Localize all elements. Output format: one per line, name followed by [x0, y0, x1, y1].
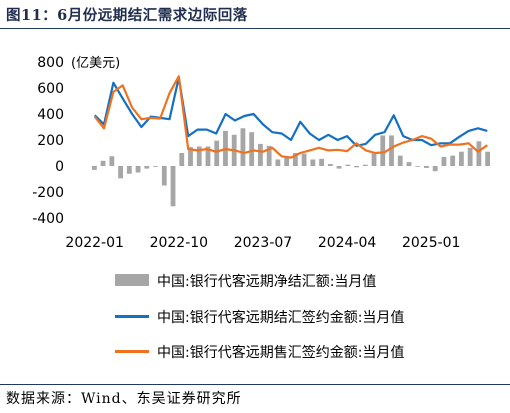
- y-tick-label: 600: [37, 81, 64, 97]
- bar: [126, 166, 132, 174]
- bar: [275, 159, 281, 166]
- bar: [135, 166, 141, 173]
- bar: [266, 145, 272, 166]
- bar: [354, 166, 359, 168]
- y-tick-label: -400: [32, 211, 64, 227]
- bar: [441, 156, 447, 166]
- x-tick-label: 2023-07: [234, 235, 293, 251]
- y-tick-label: 800: [37, 55, 64, 71]
- y-tick-label: -200: [32, 185, 64, 201]
- bar: [292, 153, 298, 166]
- y-tick-label: 400: [37, 107, 64, 123]
- bar: [362, 164, 368, 166]
- bar: [214, 140, 220, 166]
- bar: [397, 155, 403, 166]
- bar: [389, 135, 394, 166]
- legend-label: 中国:银行代客远期结汇签约金额:当月值: [157, 310, 405, 326]
- bar: [240, 128, 246, 166]
- bar: [459, 151, 464, 166]
- bar: [380, 135, 386, 166]
- source-note: 数据来源：Wind、东吴证券研究所: [6, 391, 242, 407]
- x-tick-label: 2025-01: [402, 235, 461, 251]
- bar: [179, 153, 185, 166]
- bar: [196, 146, 202, 166]
- bar: [91, 166, 97, 170]
- bar: [345, 164, 351, 166]
- x-tick-label: 2022-10: [150, 235, 209, 251]
- bar: [170, 166, 176, 207]
- legend-label: 中国:银行代客远期净结汇额:当月值: [157, 274, 377, 290]
- settlement-line: [93, 76, 488, 147]
- legend-item-orange-line: 中国:银行代客远期售汇签约金额:当月值: [115, 340, 485, 362]
- bar: [100, 160, 106, 166]
- bar: [415, 166, 421, 167]
- bar: [485, 151, 491, 166]
- bar: [258, 143, 263, 166]
- bar: [336, 166, 342, 169]
- bar: [424, 166, 429, 168]
- bar: [118, 166, 123, 179]
- y-tick-label: 200: [37, 133, 64, 149]
- bar: [144, 166, 150, 169]
- bar: [406, 162, 412, 166]
- legend-item-blue-line: 中国:银行代客远期结汇签约金额:当月值: [115, 305, 485, 327]
- legend-swatch-blue-line: [115, 315, 149, 318]
- legend-label: 中国:银行代客远期售汇签约金额:当月值: [157, 345, 405, 361]
- bar: [450, 155, 456, 166]
- source-divider: [0, 384, 510, 385]
- bar: [301, 153, 307, 166]
- x-axis-ticks: 2022-01 2022-10 2023-07 2024-04 2025-01: [65, 235, 460, 251]
- figure-title: 图11：6月份远期结汇需求边际回落: [6, 7, 248, 24]
- bar: [327, 164, 333, 166]
- bar: [109, 156, 115, 166]
- legend-swatch-orange-line: [115, 350, 149, 353]
- bar: [153, 166, 158, 167]
- bar: [188, 147, 193, 166]
- legend-swatch-bar: [115, 274, 149, 286]
- line-series: [93, 75, 488, 159]
- purchase-line: [93, 75, 488, 159]
- y-tick-label: 0: [55, 159, 64, 175]
- x-tick-label: 2022-01: [65, 235, 124, 251]
- bar: [161, 166, 167, 186]
- y-axis-ticks: 800 600 400 200 0 -200 -400: [32, 55, 64, 227]
- bar: [284, 156, 290, 166]
- bar: [371, 153, 377, 166]
- x-tick-label: 2024-04: [318, 235, 377, 251]
- bar: [249, 132, 255, 166]
- bar: [476, 141, 482, 166]
- bar: [319, 158, 324, 166]
- bar: [205, 146, 211, 166]
- title-divider: [0, 28, 510, 29]
- bar: [467, 147, 473, 166]
- bar: [432, 166, 438, 172]
- unit-label: (亿美元): [71, 56, 120, 71]
- bar: [310, 159, 316, 166]
- legend-item-bar: 中国:银行代客远期净结汇额:当月值: [115, 269, 485, 291]
